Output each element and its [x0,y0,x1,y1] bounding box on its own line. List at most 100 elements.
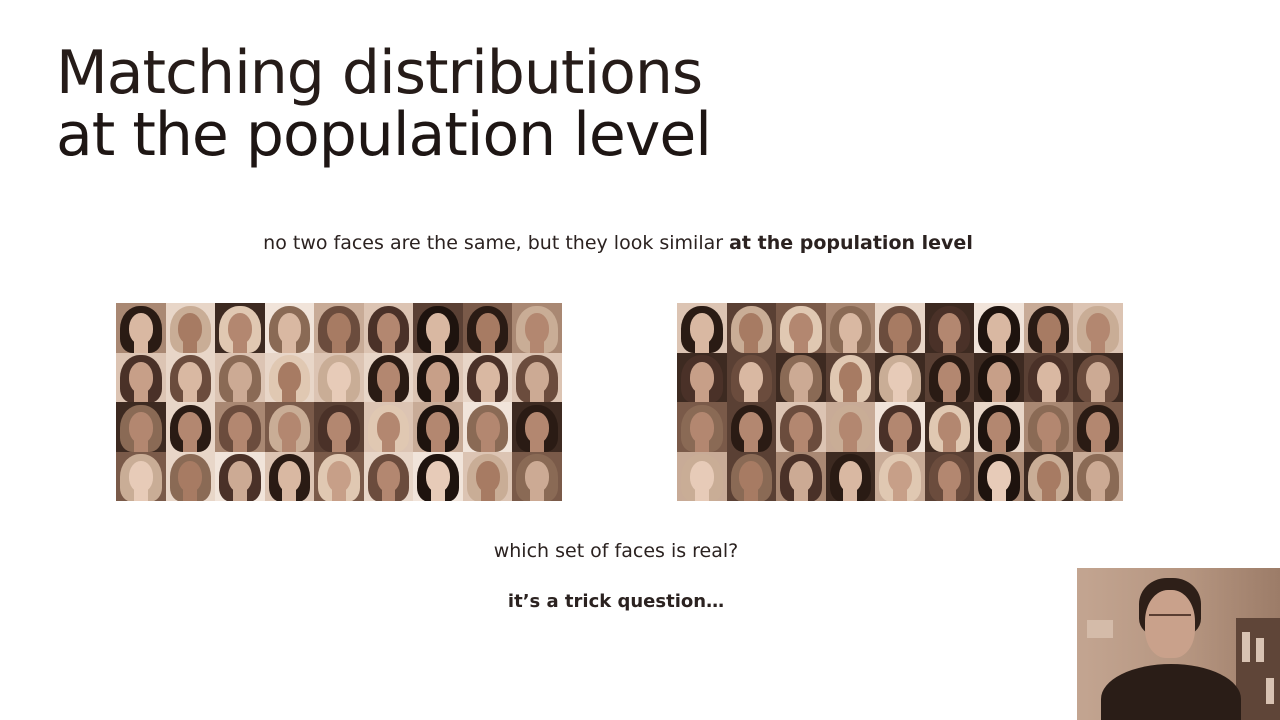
question-text: which set of faces is real? [493,540,739,562]
face-thumbnail [974,451,1024,501]
face-neck [282,489,297,501]
face-thumbnail [215,451,265,501]
face-skin [376,461,401,493]
face-thumbnail [875,402,925,452]
face-skin [376,362,401,394]
face-neck [744,489,759,501]
face-skin [178,461,203,493]
face-skin [937,411,962,443]
webcam-bookshelf [1236,618,1280,720]
face-skin [987,312,1011,344]
face-thumbnail [1023,352,1074,402]
face-neck [694,489,709,501]
face-thumbnail [974,352,1024,402]
face-skin [128,461,153,493]
face-skin [838,362,863,394]
face-thumbnail [1023,402,1074,452]
face-skin [475,312,500,344]
face-skin [277,312,302,344]
face-set-left [116,303,562,501]
face-thumbnail [677,303,727,353]
face-thumbnail [264,402,315,452]
face-skin [475,411,500,443]
face-skin [525,461,550,493]
face-thumbnail [776,451,826,501]
face-thumbnail [215,352,265,402]
face-thumbnail [875,451,925,501]
face-skin [178,312,203,344]
face-skin [788,312,813,344]
face-neck [183,439,198,452]
face-thumbnail [512,451,562,501]
face-skin [739,312,764,344]
webcam-wall-note [1087,620,1113,638]
face-thumbnail [363,451,414,501]
face-skin [689,461,714,493]
face-neck [282,340,297,353]
face-neck [744,439,759,452]
face-neck [431,489,446,501]
face-skin [788,461,813,493]
face-skin [128,312,153,344]
face-thumbnail [825,402,876,452]
face-neck [942,390,957,402]
face-thumbnail [116,303,166,353]
face-neck [480,340,495,353]
face-neck [232,489,247,501]
face-thumbnail [264,303,315,353]
face-neck [992,489,1007,501]
face-neck [381,390,396,402]
face-skin [227,312,252,344]
face-neck [480,489,495,501]
face-neck [183,489,198,501]
face-neck [893,390,907,402]
face-neck [1091,390,1106,402]
face-neck [694,390,709,402]
face-neck [1041,340,1056,353]
face-skin [987,461,1011,493]
face-skin [838,312,863,344]
face-skin [937,312,962,344]
face-thumbnail [512,352,562,402]
face-skin [327,461,351,493]
face-thumbnail [924,451,975,501]
face-neck [232,340,247,353]
face-thumbnail [462,402,513,452]
face-thumbnail [677,451,727,501]
face-skin [376,312,401,344]
face-neck [793,340,808,353]
slide-title: Matching distributions at the population… [56,42,712,170]
face-skin [888,461,912,493]
face-thumbnail [974,303,1024,353]
face-neck [133,489,148,501]
face-neck [1041,390,1056,402]
face-thumbnail [462,303,513,353]
face-skin [525,312,550,344]
face-skin [128,411,153,443]
face-neck [1091,489,1106,501]
presenter-face [1145,590,1195,658]
face-neck [332,340,346,353]
face-thumbnail [776,352,826,402]
face-thumbnail [215,303,265,353]
face-skin [689,411,714,443]
face-neck [843,390,858,402]
face-thumbnail [924,303,975,353]
face-thumbnail [413,352,463,402]
face-skin [739,362,764,394]
face-thumbnail [264,352,315,402]
face-thumbnail [165,352,216,402]
face-neck [381,439,396,452]
face-neck [992,439,1007,452]
face-thumbnail [314,303,364,353]
face-skin [937,461,962,493]
face-neck [332,390,346,402]
face-thumbnail [1073,303,1123,353]
face-skin [426,312,450,344]
face-thumbnail [512,303,562,353]
face-thumbnail [924,402,975,452]
face-skin [1086,362,1111,394]
slide-title-line-2: at the population level [56,100,712,170]
face-neck [843,340,858,353]
face-skin [1036,312,1061,344]
